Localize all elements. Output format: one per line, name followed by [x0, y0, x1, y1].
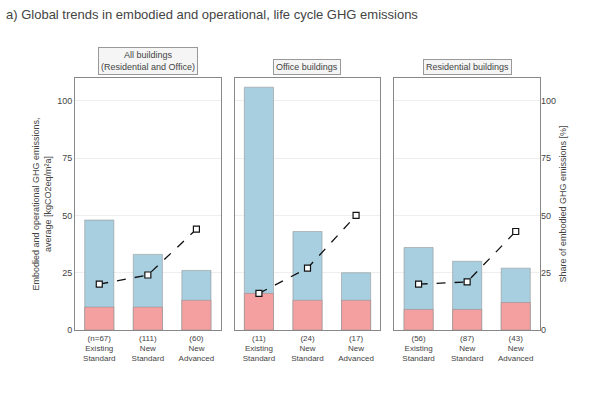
svg-text:All buildings(Residential and: All buildings(Residential and Office)	[101, 50, 195, 72]
svg-text:0: 0	[67, 325, 72, 335]
svg-text:(43)NewAdvanced: (43)NewAdvanced	[498, 334, 534, 364]
svg-text:Office buildings: Office buildings	[276, 62, 338, 72]
svg-text:75: 75	[62, 153, 72, 163]
svg-text:(87)NewStandard: (87)NewStandard	[451, 334, 483, 364]
svg-text:25: 25	[62, 268, 72, 278]
svg-text:0: 0	[541, 325, 546, 335]
svg-text:(111)NewStandard: (111)NewStandard	[132, 334, 164, 364]
svg-text:(n=67)ExistingStandard: (n=67)ExistingStandard	[83, 334, 115, 364]
svg-text:Residential buildings: Residential buildings	[426, 62, 509, 72]
svg-text:75: 75	[541, 153, 551, 163]
svg-text:(24)NewStandard: (24)NewStandard	[291, 334, 323, 364]
svg-text:(60)NewAdvanced: (60)NewAdvanced	[179, 334, 215, 364]
svg-text:25: 25	[541, 268, 551, 278]
svg-text:100: 100	[541, 96, 556, 106]
svg-text:100: 100	[57, 96, 72, 106]
svg-text:Embodied and operational GHG e: Embodied and operational GHG emissions,a…	[31, 117, 53, 290]
svg-text:Share of embodied GHG emission: Share of embodied GHG emissions [%]	[558, 125, 568, 282]
svg-text:(11)ExistingStandard: (11)ExistingStandard	[243, 334, 275, 364]
svg-text:50: 50	[541, 211, 551, 221]
svg-text:(56)ExistingStandard: (56)ExistingStandard	[402, 334, 434, 364]
svg-text:(17)NewAdvanced: (17)NewAdvanced	[338, 334, 374, 364]
svg-text:a) Global trends in embodied a: a) Global trends in embodied and operati…	[6, 7, 418, 22]
svg-text:50: 50	[62, 211, 72, 221]
